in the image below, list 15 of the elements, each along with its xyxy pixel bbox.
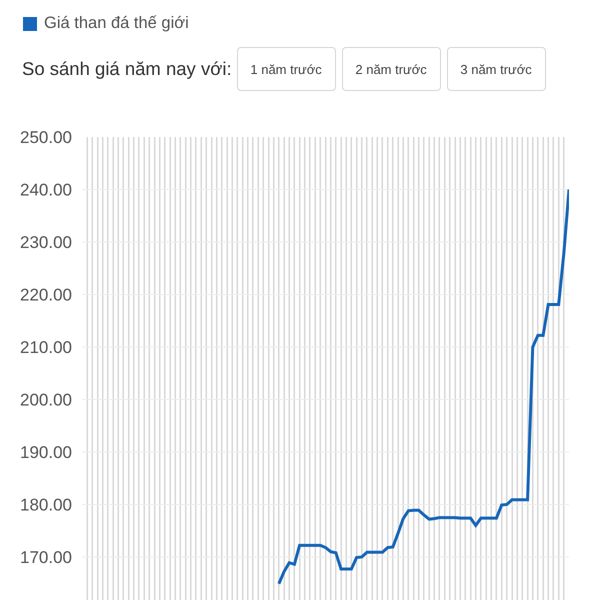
- y-tick-label: 240.00: [20, 180, 72, 200]
- text: So sánh giá năm nay với:: [22, 58, 232, 80]
- y-tick-label: 170.00: [20, 548, 72, 567]
- y-tick-label: 210.00: [20, 338, 72, 357]
- y-tick-label: 200.00: [20, 390, 72, 410]
- y-tick-label: 180.00: [20, 495, 72, 514]
- line-series: [277, 188, 569, 586]
- y-tick-label: 230.00: [20, 232, 72, 252]
- button[interactable]: 2 năm trước: [342, 47, 441, 91]
- button[interactable]: 1 năm trước: [236, 47, 336, 91]
- legend-label: Giá than đá thế giới: [44, 14, 189, 33]
- y-tick-label: 220.00: [20, 285, 72, 304]
- y-tick-label: 250.00: [20, 128, 72, 147]
- button[interactable]: 3 năm trước: [446, 47, 546, 91]
- y-tick-label: 190.00: [20, 442, 72, 462]
